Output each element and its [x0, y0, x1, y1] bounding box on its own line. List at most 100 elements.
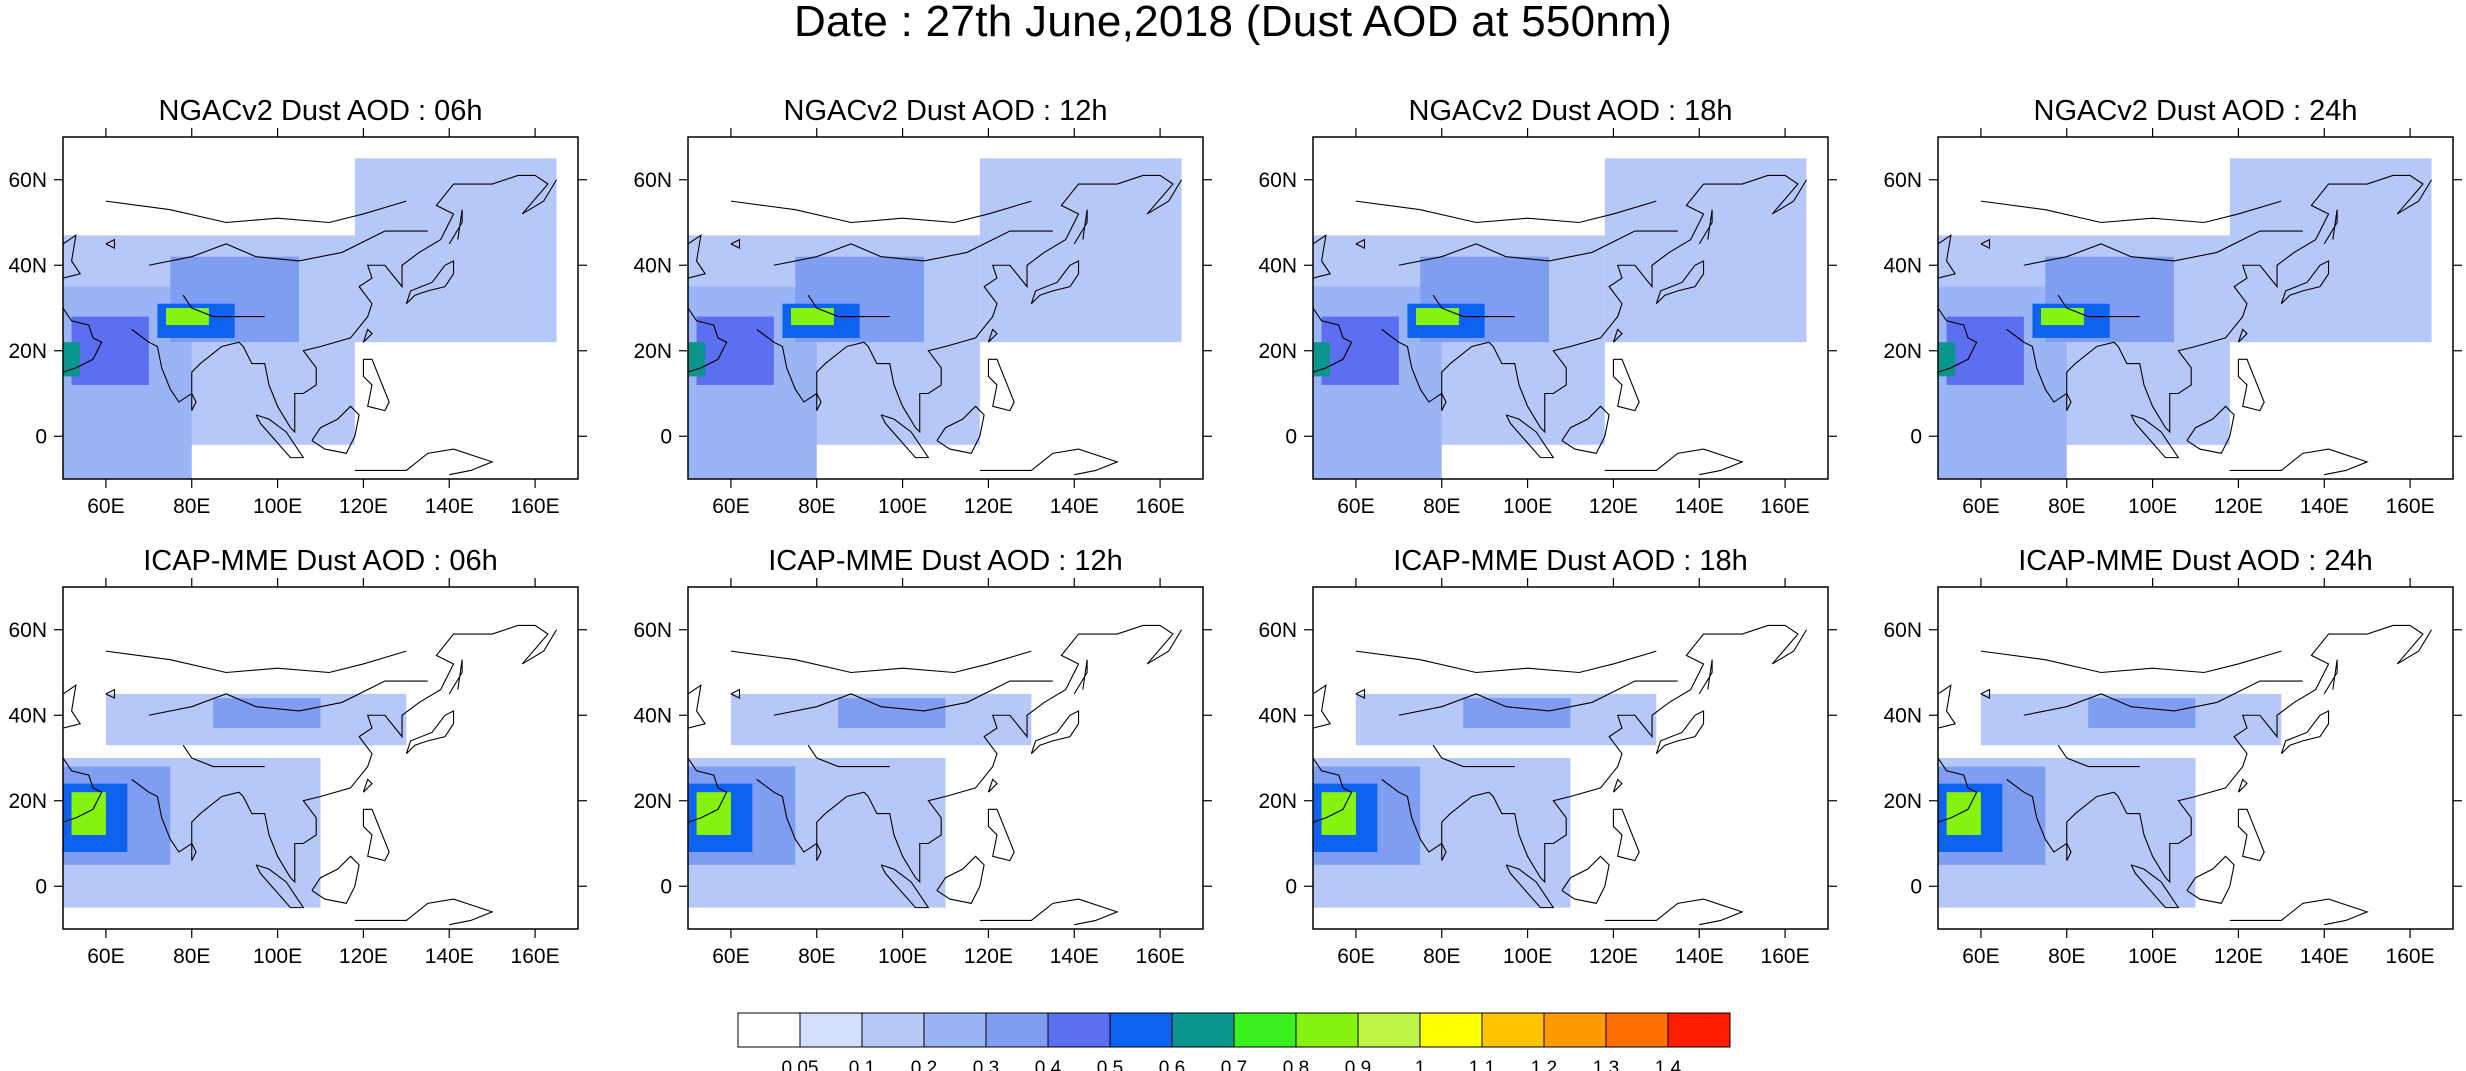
- coastline: [1980, 688, 1991, 700]
- coastline: [2066, 393, 2072, 411]
- colorbar: 0.05 0.1 0.2 0.3 0.4 0.5 0.6 0.7 0.8 0.9 1 1.1 1.2 1.…: [737, 1012, 1731, 1071]
- coastline: [2280, 260, 2330, 305]
- aod-cell: [791, 308, 834, 326]
- coastline: [756, 174, 1183, 434]
- y-tick-label: 40N: [633, 254, 672, 277]
- aod-cell: [2229, 158, 2432, 343]
- coastline: [63, 757, 103, 823]
- coastline: [1355, 200, 1657, 224]
- coastline: [362, 328, 373, 343]
- map-frame: [1312, 136, 1829, 480]
- aod-cell: [1604, 158, 1807, 343]
- coastline: [311, 855, 360, 904]
- colorbar-swatch: [1357, 1012, 1421, 1048]
- map-panel: NGACv2 Dust AOD : 18h 60E 80E 100E 120E 140E 1…: [1258, 95, 1837, 518]
- x-tick-label: 140E: [1050, 945, 1099, 968]
- aod-cell: [696, 316, 774, 385]
- colorbar-swatch: [1171, 1012, 1235, 1048]
- panel-title: NGACv2 Dust AOD : 24h: [2034, 95, 2358, 127]
- coastline: [1073, 659, 1088, 695]
- panel-title: ICAP-MME Dust AOD : 24h: [2018, 545, 2373, 577]
- coastline: [1698, 209, 1713, 245]
- x-tick-label: 120E: [1589, 945, 1638, 968]
- y-tick-label: 0: [660, 425, 672, 448]
- map-frame: [687, 586, 1204, 930]
- coastline: [730, 650, 1032, 674]
- colorbar-swatch: [923, 1012, 987, 1048]
- coastline: [182, 294, 265, 318]
- x-tick-label: 160E: [1136, 945, 1185, 968]
- y-tick-label: 20N: [1258, 340, 1297, 363]
- coastline: [362, 358, 390, 412]
- x-tick-label: 160E: [1761, 945, 1810, 968]
- coastline: [2006, 624, 2433, 884]
- colorbar-swatch: [985, 1012, 1049, 1048]
- map-frame: [62, 136, 579, 480]
- aod-cell: [1321, 316, 1399, 385]
- y-tick-label: 0: [35, 875, 47, 898]
- coastline: [1604, 448, 1744, 476]
- coastline: [773, 680, 1053, 716]
- y-tick-label: 20N: [1258, 790, 1297, 813]
- y-tick-label: 60N: [8, 169, 47, 192]
- colorbar-tick-label: 1.3: [1593, 1058, 1619, 1071]
- coastline: [1612, 358, 1640, 412]
- x-tick-label: 120E: [2214, 945, 2263, 968]
- colorbar-swatch: [1109, 1012, 1173, 1048]
- coastline: [2186, 405, 2235, 454]
- y-tick-label: 40N: [1258, 704, 1297, 727]
- x-tick-label: 160E: [2386, 495, 2435, 518]
- colorbar-tick-label: 0.05: [782, 1058, 819, 1071]
- aod-field: [688, 624, 1183, 926]
- coastline: [1561, 405, 1610, 454]
- colorbar-swatch: [1419, 1012, 1483, 1048]
- coastline: [880, 414, 930, 459]
- map-panel: ICAP-MME Dust AOD : 18h 60E 80E 100E 120E 140…: [1258, 545, 1837, 968]
- coastline: [987, 808, 1015, 862]
- x-tick-label: 60E: [87, 945, 124, 968]
- coastline: [2237, 778, 2248, 793]
- coastline: [255, 414, 305, 459]
- x-tick-label: 100E: [1503, 945, 1552, 968]
- y-tick-label: 40N: [633, 704, 672, 727]
- coastline: [1655, 260, 1705, 305]
- coastline: [2237, 358, 2265, 412]
- coastline: [362, 808, 390, 862]
- coastline: [148, 230, 428, 266]
- colorbar-tick-label: 0.4: [1035, 1058, 1062, 1071]
- x-tick-label: 80E: [2048, 945, 2085, 968]
- coastline: [191, 843, 197, 861]
- aod-cell: [213, 698, 321, 729]
- panel-title: ICAP-MME Dust AOD : 12h: [768, 545, 1123, 577]
- coastline: [131, 624, 558, 884]
- coastline: [1030, 710, 1080, 755]
- coastline: [1313, 234, 1332, 279]
- coastline: [936, 855, 985, 904]
- x-tick-label: 160E: [511, 495, 560, 518]
- coastline: [405, 260, 455, 305]
- colorbar-swatch: [1481, 1012, 1545, 1048]
- coastline: [311, 405, 360, 454]
- x-tick-label: 160E: [511, 945, 560, 968]
- y-tick-label: 40N: [1258, 254, 1297, 277]
- aod-cell: [1321, 792, 1356, 835]
- aod-cell: [71, 316, 149, 385]
- aod-cell: [1416, 308, 1459, 326]
- coastline: [730, 200, 1032, 224]
- x-tick-label: 120E: [964, 495, 1013, 518]
- coastline: [2023, 680, 2303, 716]
- colorbar-tick-label: 0.9: [1345, 1058, 1371, 1071]
- coastline: [191, 393, 197, 411]
- coastline: [1073, 209, 1088, 245]
- y-tick-label: 60N: [1258, 169, 1297, 192]
- coastline: [688, 757, 728, 823]
- map-frame: [687, 136, 1204, 480]
- x-tick-label: 140E: [425, 495, 474, 518]
- aod-field: [63, 158, 558, 479]
- colorbar-swatch: [1543, 1012, 1607, 1048]
- colorbar-tick-label: 0.3: [973, 1058, 999, 1071]
- coastline: [1604, 898, 1744, 926]
- aod-cell: [696, 792, 731, 835]
- coastline: [1612, 808, 1640, 862]
